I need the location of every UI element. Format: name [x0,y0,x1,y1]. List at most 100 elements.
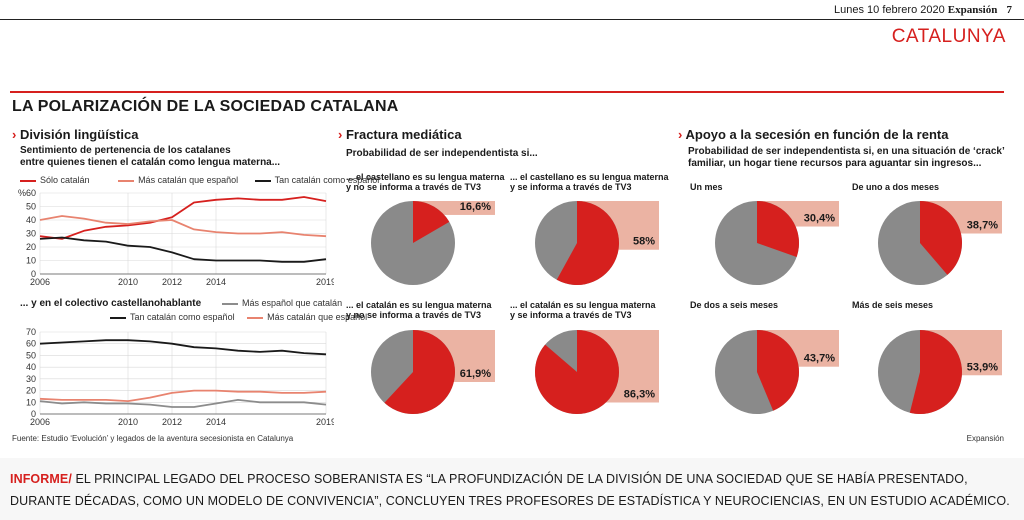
income-title-text: Apoyo a la secesión en función de la ren… [685,127,949,142]
x-tick-label: 2012 [162,417,182,427]
legend-swatch [222,302,238,305]
series-line-3 [39,236,327,263]
legend-swatch [118,179,135,182]
pie-slice [757,201,800,257]
publication-name: Expansión [947,4,998,16]
pie-value-label: 58% [633,236,655,248]
media-panel-title: › Fractura mediática [338,127,462,142]
pie-label-line1: ... el castellano es su lengua materna [346,172,505,182]
pie-slice [384,330,455,414]
section-name: CATALUNYA [891,26,1006,47]
pie-slice [534,330,619,415]
header-rule [0,19,1024,20]
pie-slice [413,201,450,243]
chart1-subtitle-line1: Sentimiento de pertenencia de los catala… [20,145,231,156]
info-panel [0,458,1024,520]
pie-label-line1: ... el castellano es su lengua materna [510,172,669,182]
series-line-2 [39,339,327,356]
income-subtitle-line1: Probabilidad de ser independentista si, … [688,146,1005,157]
x-tick-label: 2012 [162,277,182,287]
main-title: LA POLARIZACIÓN DE LA SOCIEDAD CATALANA [12,98,399,115]
chart1-subtitle: Sentimiento de pertenencia de los catala… [20,145,280,169]
media-pie-2-label: ... el castellano es su lengua materna y… [510,172,669,192]
pie-value-label: 53,9% [967,361,998,373]
income-pie-2-label: De uno a dos meses [852,182,940,192]
chart2-legend-b: Tan catalán como español Más catalán que… [110,312,367,322]
info-body: EL PRINCIPAL LEGADO DEL PROCESO SOBERANI… [10,472,1010,508]
chart2-subtitle: ... y en el colectivo castellanohablante [20,298,202,309]
series-line-3 [39,389,327,402]
media-pie-4-label: ... el catalán es su lengua materna y se… [510,300,656,320]
x-tick-label: 2010 [118,277,138,287]
media-pie-3-label: ... el catalán es su lengua materna y no… [346,300,492,320]
pie-value-label: 61,9% [460,368,491,380]
y-unit-label: % [18,188,26,198]
page-number: 7 [1006,4,1013,16]
y-tick-label: 40 [26,362,36,372]
chart2-legend-a: Más español que catalán [222,298,342,308]
info-tag: INFORME/ [10,472,72,486]
linguistic-title-text: División lingüística [19,127,139,142]
x-tick-label: 2010 [118,417,138,427]
legend-swatch [254,179,271,182]
pie-value-label: 30,4% [804,213,835,225]
legend-item: Tan catalán como español [110,312,235,322]
x-tick-label: 2019 [316,277,334,287]
chevron-right-icon: › [338,127,343,142]
x-tick-label: 2019 [316,417,334,427]
legend-label: Tan catalán como español [274,175,380,185]
y-tick-label: 0 [31,269,36,279]
chevron-right-icon: › [678,127,683,142]
legend-label: Sólo catalán [40,175,90,185]
pie-label-line1: ... el catalán es su lengua materna [346,300,492,310]
chart1-subtitle-line2: entre quienes tienen el catalán como len… [20,157,281,168]
x-tick-label: 2006 [30,277,50,287]
series-line-1 [39,399,327,408]
legend-swatch [110,316,126,319]
pie-slice [757,330,799,411]
pie-value-label: 38,7% [967,220,998,232]
series-line-1 [39,196,327,240]
y-tick-label: 60 [26,339,36,349]
page-header: Lunes 10 febrero 2020 Expansión 7 [0,0,1024,22]
pie-value-label: 86,3% [624,388,655,400]
chart1-svg: 0 10 20 30 40 50 60% 2006 2010 2012 2014 2019 [18,188,334,287]
y-tick-label: 50 [26,202,36,212]
y-tick-label: 50 [26,350,36,360]
x-tick-label: 2006 [30,417,50,427]
y-tick-label: 10 [26,256,36,266]
y-tick-label: 70 [26,327,36,337]
pie-charts-svg: 16,6% 58% 61,9% 86,3% 30,4% 38,7% 43,7% 53,9% [371,201,1002,415]
y-tick-label: 30 [26,374,36,384]
pie-value-label: 16,6% [460,201,491,213]
y-tick-label: 30 [26,229,36,239]
info-text: INFORME/ EL PRINCIPAL LEGADO DEL PROCESO… [10,468,1014,512]
legend-item: Sólo catalán [20,175,90,185]
media-title-text: Fractura mediática [345,127,462,142]
y-tick-label: 20 [26,242,36,252]
chart1-legend: Sólo catalán Más catalán que español Tan… [20,175,379,185]
pie-label-line2: y se informa a través de TV3 [510,310,632,320]
income-subtitle-line2: familiar, un hogar tiene recursos para a… [688,158,982,169]
x-tick-label: 2014 [206,277,226,287]
income-pie-3-label: De dos a seis meses [690,300,779,310]
pie-label-line2: y se informa a través de TV3 [510,182,632,192]
pie-label-line1: ... el catalán es su lengua materna [510,300,656,310]
x-tick-label: 2014 [206,417,226,427]
y-tick-label: 20 [26,386,36,396]
income-panel-title: › Apoyo a la secesión en función de la r… [678,127,948,142]
income-pie-1-label: Un mes [690,182,723,192]
pie-label-line2: y no se informa a través de TV3 [346,310,482,320]
source-note: Fuente: Estudio ‘Evolución’ y legados de… [12,434,294,443]
chevron-right-icon: › [12,127,17,142]
page-meta: Lunes 10 febrero 2020 Expansión 7 [834,4,1012,16]
title-rule [10,91,1004,93]
legend-swatch [20,179,36,182]
legend-label: Más español que catalán [242,298,343,308]
y-tick-label: 0 [31,409,36,419]
pie-slice [556,201,620,285]
media-pie-1-label: ... el castellano es su lengua materna y… [346,172,505,192]
legend-label: Tan catalán como español [130,312,235,322]
income-subtitle: Probabilidad de ser independentista si, … [688,146,1005,170]
